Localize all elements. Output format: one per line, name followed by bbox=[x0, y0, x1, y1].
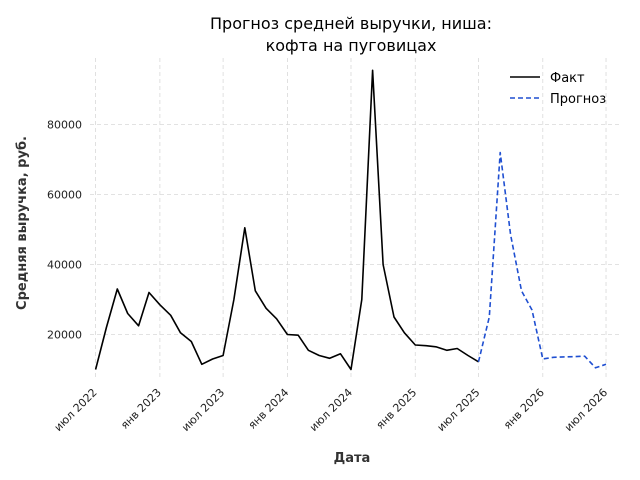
y-tick-label: 20000 bbox=[47, 329, 82, 342]
x-tick-label: июл 2026 bbox=[562, 386, 610, 434]
x-tick-label: янв 2026 bbox=[501, 386, 547, 432]
series-line-forecast bbox=[477, 151, 607, 369]
series-layer bbox=[94, 69, 607, 371]
x-tick-label: июл 2023 bbox=[179, 386, 227, 434]
series-line-fact bbox=[94, 69, 479, 371]
x-axis-label: Дата bbox=[334, 451, 371, 466]
x-tick-label: янв 2025 bbox=[374, 386, 420, 432]
grid-layer bbox=[90, 58, 620, 380]
legend: Факт Прогноз bbox=[510, 71, 606, 107]
legend-label-forecast: Прогноз bbox=[550, 92, 606, 107]
legend-label-fact: Факт bbox=[550, 71, 585, 86]
x-tick-label: июл 2024 bbox=[307, 386, 355, 434]
x-tick-label: янв 2023 bbox=[118, 386, 164, 432]
x-tick-label: янв 2024 bbox=[246, 386, 292, 432]
y-tick-label: 60000 bbox=[47, 189, 82, 202]
chart-title-line1: Прогноз средней выручки, ниша: bbox=[210, 14, 492, 33]
chart-title-line2: кофта на пуговицах bbox=[266, 36, 437, 55]
y-axis-label: Средняя выручка, руб. bbox=[15, 136, 30, 310]
axis-layer: 20000 40000 60000 80000 июл 2022 янв 2023 июл … bbox=[47, 119, 610, 434]
x-tick-label: июл 2022 bbox=[52, 386, 100, 434]
x-tick-label: июл 2025 bbox=[435, 386, 483, 434]
y-tick-label: 80000 bbox=[47, 119, 82, 132]
y-tick-label: 40000 bbox=[47, 259, 82, 272]
